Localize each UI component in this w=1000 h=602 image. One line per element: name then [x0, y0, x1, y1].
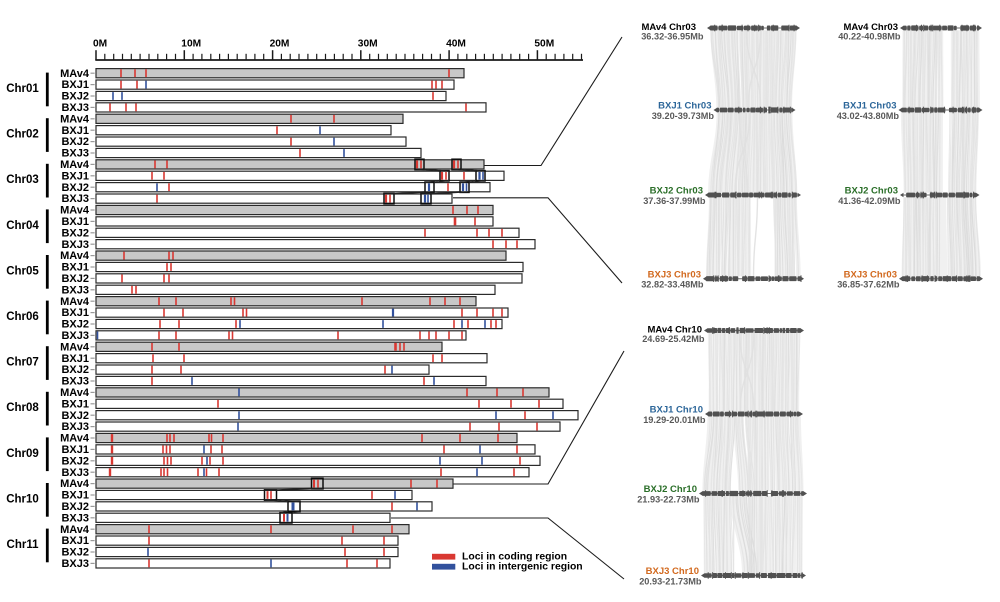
svg-text:40M: 40M	[446, 38, 466, 49]
svg-text:BXJ1: BXJ1	[61, 398, 89, 410]
svg-text:Chr06: Chr06	[6, 311, 39, 323]
svg-text:41.36-42.09Mb: 41.36-42.09Mb	[838, 196, 901, 206]
svg-text:Chr05: Chr05	[6, 265, 39, 277]
svg-text:MAv4: MAv4	[60, 205, 90, 217]
svg-text:BXJ1: BXJ1	[61, 262, 89, 274]
svg-text:BXJ1: BXJ1	[61, 353, 89, 365]
svg-text:Chr01: Chr01	[6, 83, 39, 95]
svg-text:39.20-39.73Mb: 39.20-39.73Mb	[652, 111, 715, 121]
svg-text:20.93-21.73Mb: 20.93-21.73Mb	[639, 576, 702, 586]
svg-text:BXJ3: BXJ3	[61, 467, 89, 479]
svg-text:BXJ1: BXJ1	[61, 79, 89, 91]
svg-text:36.85-37.62Mb: 36.85-37.62Mb	[837, 280, 900, 290]
svg-text:BXJ1: BXJ1	[61, 170, 89, 182]
svg-text:30M: 30M	[358, 38, 378, 49]
svg-text:Chr08: Chr08	[6, 402, 39, 414]
svg-text:37.36-37.99Mb: 37.36-37.99Mb	[643, 196, 706, 206]
svg-text:Loci in intergenic region: Loci in intergenic region	[462, 562, 583, 573]
svg-text:BXJ2 Chr03: BXJ2 Chr03	[845, 186, 898, 197]
svg-text:MAv4: MAv4	[60, 159, 90, 171]
svg-text:40.22-40.98Mb: 40.22-40.98Mb	[838, 32, 901, 42]
svg-text:MAv4: MAv4	[60, 387, 90, 399]
svg-text:BXJ3: BXJ3	[61, 330, 89, 342]
svg-text:MAv4: MAv4	[60, 478, 90, 490]
svg-text:BXJ1: BXJ1	[61, 535, 89, 547]
svg-text:43.02-43.80Mb: 43.02-43.80Mb	[837, 111, 900, 121]
svg-text:BXJ3 Chr03: BXJ3 Chr03	[844, 269, 897, 280]
svg-text:BXJ3: BXJ3	[61, 376, 89, 388]
svg-text:MAv4: MAv4	[60, 296, 90, 308]
svg-text:21.93-22.73Mb: 21.93-22.73Mb	[637, 494, 700, 504]
svg-text:BXJ2: BXJ2	[61, 136, 89, 148]
svg-text:36.32-36.95Mb: 36.32-36.95Mb	[641, 32, 704, 42]
svg-text:BXJ2: BXJ2	[61, 455, 89, 467]
svg-text:BXJ2: BXJ2	[61, 364, 89, 376]
svg-text:MAv4: MAv4	[60, 433, 90, 445]
svg-text:Chr10: Chr10	[6, 493, 39, 505]
svg-text:10M: 10M	[181, 38, 201, 49]
svg-text:Chr03: Chr03	[6, 174, 39, 186]
svg-text:BXJ2: BXJ2	[61, 227, 89, 239]
svg-text:BXJ2: BXJ2	[61, 273, 89, 285]
svg-text:BXJ3: BXJ3	[61, 148, 89, 160]
svg-text:MAv4 Chr03: MAv4 Chr03	[641, 22, 696, 33]
svg-text:MAv4: MAv4	[60, 68, 90, 80]
svg-text:32.82-33.48Mb: 32.82-33.48Mb	[641, 280, 704, 290]
svg-text:24.69-25.42Mb: 24.69-25.42Mb	[642, 334, 705, 344]
svg-text:Loci in coding region: Loci in coding region	[462, 552, 567, 563]
svg-text:BXJ2: BXJ2	[61, 319, 89, 331]
svg-text:BXJ2 Chr10: BXJ2 Chr10	[644, 484, 697, 495]
svg-text:BXJ3: BXJ3	[61, 558, 89, 570]
svg-text:MAv4: MAv4	[60, 250, 90, 262]
svg-text:MAv4: MAv4	[60, 113, 90, 125]
svg-text:BXJ1: BXJ1	[61, 490, 89, 502]
svg-text:50M: 50M	[534, 38, 554, 49]
svg-text:Chr11: Chr11	[7, 539, 40, 551]
svg-text:BXJ3: BXJ3	[61, 193, 89, 205]
svg-text:BXJ2: BXJ2	[61, 410, 89, 422]
svg-text:BXJ2: BXJ2	[61, 547, 89, 559]
svg-text:BXJ3: BXJ3	[61, 239, 89, 251]
svg-text:BXJ1: BXJ1	[61, 444, 89, 456]
svg-text:Chr04: Chr04	[6, 220, 39, 232]
svg-text:BXJ3: BXJ3	[61, 421, 89, 433]
svg-text:BXJ3 Chr10: BXJ3 Chr10	[646, 566, 699, 577]
svg-text:BXJ2 Chr03: BXJ2 Chr03	[650, 186, 703, 197]
svg-text:BXJ2: BXJ2	[61, 182, 89, 194]
svg-text:BXJ1: BXJ1	[61, 125, 89, 137]
svg-text:19.29-20.01Mb: 19.29-20.01Mb	[643, 415, 706, 425]
svg-text:BXJ2: BXJ2	[61, 91, 89, 103]
svg-text:BXJ1 Chr03: BXJ1 Chr03	[843, 101, 896, 112]
svg-text:BXJ2: BXJ2	[61, 501, 89, 513]
svg-text:BXJ3: BXJ3	[61, 512, 89, 524]
svg-text:BXJ1: BXJ1	[61, 307, 89, 319]
svg-text:BXJ3: BXJ3	[61, 284, 89, 296]
svg-text:MAv4 Chr10: MAv4 Chr10	[647, 324, 702, 335]
svg-text:MAv4: MAv4	[60, 341, 90, 353]
svg-text:BXJ1 Chr10: BXJ1 Chr10	[650, 405, 703, 416]
svg-text:BXJ1 Chr03: BXJ1 Chr03	[658, 101, 711, 112]
svg-text:BXJ1: BXJ1	[61, 216, 89, 228]
svg-text:MAv4 Chr03: MAv4 Chr03	[843, 22, 898, 33]
svg-text:Chr09: Chr09	[6, 448, 39, 460]
svg-text:Chr07: Chr07	[6, 357, 39, 369]
svg-text:BXJ3: BXJ3	[61, 102, 89, 114]
svg-text:MAv4: MAv4	[60, 524, 90, 536]
svg-text:BXJ3 Chr03: BXJ3 Chr03	[648, 269, 701, 280]
svg-text:Chr02: Chr02	[6, 129, 39, 141]
svg-text:20M: 20M	[270, 38, 290, 49]
svg-text:0M: 0M	[93, 38, 107, 49]
